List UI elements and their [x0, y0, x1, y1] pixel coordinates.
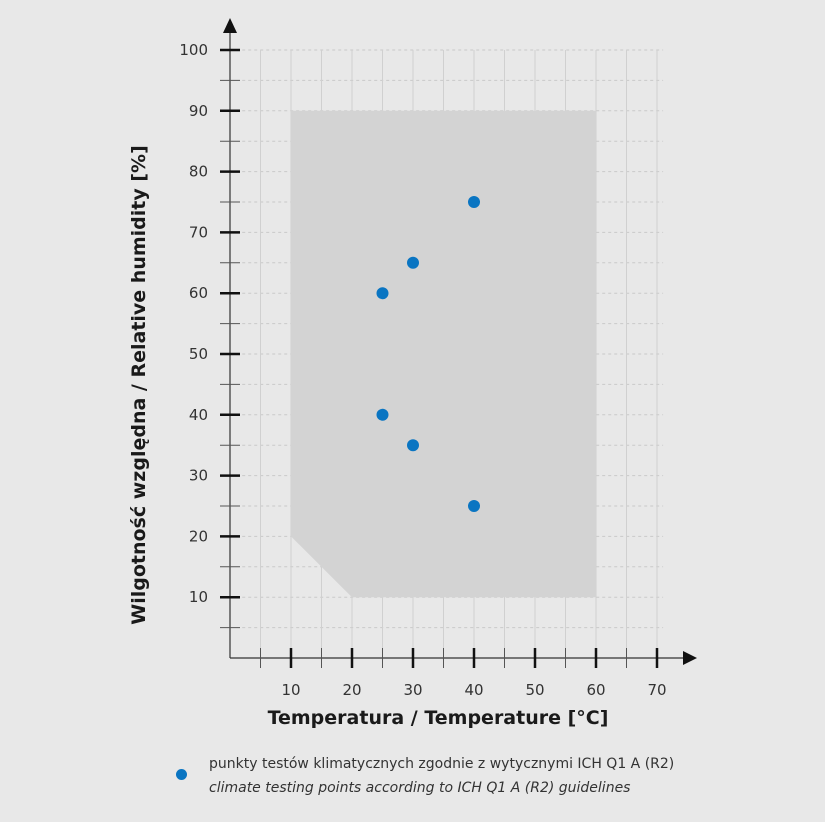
x-axis-arrow — [683, 651, 697, 665]
legend-marker — [176, 769, 187, 780]
y-tick-label: 50 — [189, 345, 208, 363]
x-axis-title: Temperatura / Temperature [°C] — [268, 707, 609, 729]
data-point — [376, 287, 389, 300]
y-tick-label: 40 — [189, 406, 208, 424]
axes: 10 20 30 40 50 60 70 80 90 100 10 20 30 40 50 60 70 — [179, 18, 697, 699]
x-tick-label: 10 — [281, 681, 300, 699]
y-tick-label: 100 — [179, 41, 208, 59]
y-tick-label: 90 — [189, 102, 208, 120]
x-tick-label: 50 — [525, 681, 544, 699]
y-axis-arrow — [223, 18, 237, 33]
legend: punkty testów klimatycznych zgodnie z wy… — [176, 752, 674, 800]
data-point — [468, 500, 480, 512]
legend-label-pl: punkty testów klimatycznych zgodnie z wy… — [209, 756, 675, 772]
y-tick-label: 30 — [189, 467, 208, 485]
y-axis-title: Wilgotność względna / Relative humidity … — [128, 145, 150, 625]
y-tick-label: 20 — [189, 527, 208, 545]
data-points — [376, 196, 480, 512]
x-tick-label: 30 — [403, 681, 422, 699]
shaded-region — [291, 110, 596, 598]
x-tick-label: 20 — [342, 681, 361, 699]
data-point — [468, 196, 480, 208]
data-point — [376, 408, 389, 421]
y-tick-label: 10 — [189, 588, 208, 606]
x-tick-label: 40 — [464, 681, 483, 699]
legend-label-en: climate testing points according to ICH … — [209, 780, 631, 796]
data-point — [407, 256, 419, 269]
data-point — [407, 439, 419, 452]
y-tick-label: 70 — [189, 223, 208, 241]
x-tick-label: 60 — [586, 681, 605, 699]
y-tick-label: 80 — [189, 163, 208, 181]
y-tick-label: 60 — [189, 284, 208, 302]
x-tick-label: 70 — [647, 681, 666, 699]
